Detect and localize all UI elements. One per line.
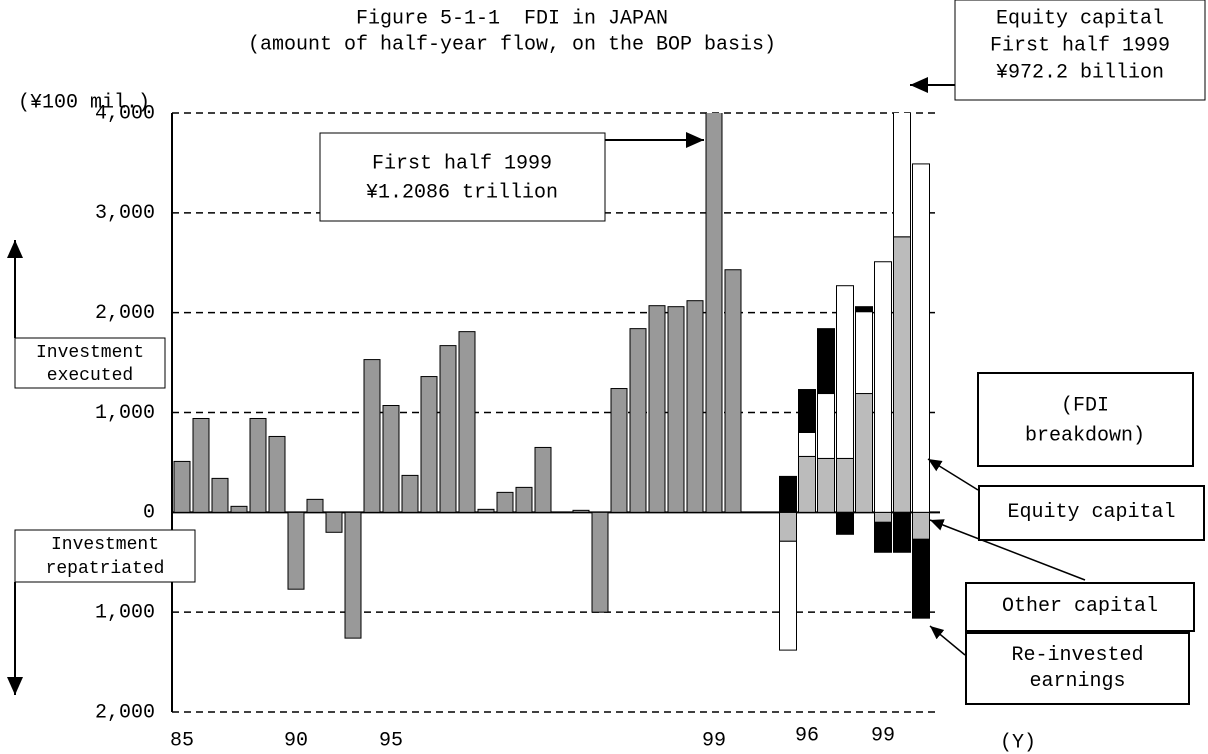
x-tick-label: 99 — [702, 729, 726, 752]
bar — [912, 538, 930, 619]
bar — [344, 511, 362, 639]
annotation: ¥972.2 billion — [996, 61, 1164, 84]
x-tick-label: 99 — [871, 724, 895, 747]
annotation: Investment — [51, 535, 159, 555]
annotation: Equity capital — [996, 7, 1164, 30]
annotation-box — [977, 372, 1194, 467]
bar — [705, 113, 723, 513]
bar — [798, 389, 816, 433]
bar — [836, 511, 854, 535]
bar — [874, 521, 892, 553]
annotation: First half 1999 — [990, 34, 1170, 57]
bar — [458, 331, 476, 513]
annotation-box — [319, 132, 606, 222]
bar — [477, 508, 495, 513]
annotation-box — [14, 529, 196, 583]
bar — [192, 417, 210, 513]
bar — [496, 491, 514, 513]
bar — [667, 306, 685, 513]
annotation: Investment — [36, 343, 144, 363]
x-tick-label: 85 — [170, 729, 194, 752]
bar — [893, 113, 911, 238]
bar — [855, 393, 873, 513]
legend-entry: Equity capital — [978, 485, 1205, 541]
y-tick-label: 2,000 — [95, 701, 155, 724]
bar — [591, 511, 609, 613]
bar — [211, 477, 229, 513]
bar — [874, 511, 892, 523]
bar — [572, 509, 590, 513]
bar — [287, 511, 305, 590]
y-tick-label: 3,000 — [95, 202, 155, 225]
bar — [686, 300, 704, 513]
bar — [325, 511, 343, 533]
x-tick-label: 95 — [379, 729, 403, 752]
bar — [798, 431, 816, 457]
bar — [893, 236, 911, 513]
chart-subtitle: (amount of half-year flow, on the BOP ba… — [248, 33, 776, 56]
bar — [836, 285, 854, 459]
y-tick-label: 0 — [143, 502, 155, 525]
legend-entry: Other capital — [965, 582, 1195, 632]
annotation: First half 1999 — [372, 152, 552, 175]
annotation-box — [954, 0, 1206, 101]
x-tick-label: 96 — [795, 724, 819, 747]
annotation-box — [14, 337, 166, 389]
bar — [779, 511, 797, 542]
bar — [515, 486, 533, 513]
bar — [724, 269, 742, 513]
legend-leader — [929, 625, 966, 656]
bar — [648, 305, 666, 513]
marks — [173, 113, 930, 651]
legend-entry: Re-invested earnings — [965, 632, 1190, 705]
annotation: ¥1.2086 trillion — [366, 181, 558, 204]
bar — [382, 405, 400, 513]
bar — [855, 306, 873, 313]
annotation: (FDI — [1061, 394, 1109, 417]
bar — [230, 505, 248, 513]
bar — [610, 388, 628, 513]
bar — [836, 457, 854, 513]
bar — [249, 417, 267, 513]
bar — [817, 457, 835, 513]
y-tick-label: 1,000 — [95, 402, 155, 425]
bar — [534, 446, 552, 513]
bar — [874, 261, 892, 513]
y-axis-label: (¥100 mil.) — [18, 91, 150, 114]
annotation: breakdown) — [1025, 424, 1145, 447]
bar — [439, 345, 457, 513]
bar — [268, 435, 286, 513]
bar — [173, 460, 191, 513]
chart-title: Figure 5-1-1 FDI in JAPAN — [356, 7, 668, 30]
bar — [629, 328, 647, 513]
annotation: repatriated — [46, 559, 165, 579]
bar — [912, 511, 930, 540]
bar — [420, 376, 438, 513]
y-tick-label: 1,000 — [95, 601, 155, 624]
legend-leader — [929, 519, 1086, 581]
bar — [779, 475, 797, 513]
legend-leader — [927, 458, 979, 491]
bar — [893, 511, 911, 553]
y-tick-label: 2,000 — [95, 302, 155, 325]
bar — [401, 474, 419, 513]
x-tick-label: 90 — [284, 729, 308, 752]
bar — [798, 455, 816, 513]
bar — [855, 311, 873, 395]
bar — [779, 540, 797, 651]
y-tick-label: 4,000 — [95, 102, 155, 125]
bar — [363, 359, 381, 513]
bar — [306, 498, 324, 513]
annotation: executed — [47, 366, 133, 386]
bar — [912, 163, 930, 513]
bar — [817, 328, 835, 395]
bar — [817, 393, 835, 459]
x-axis-label: (Y) — [1000, 731, 1036, 754]
